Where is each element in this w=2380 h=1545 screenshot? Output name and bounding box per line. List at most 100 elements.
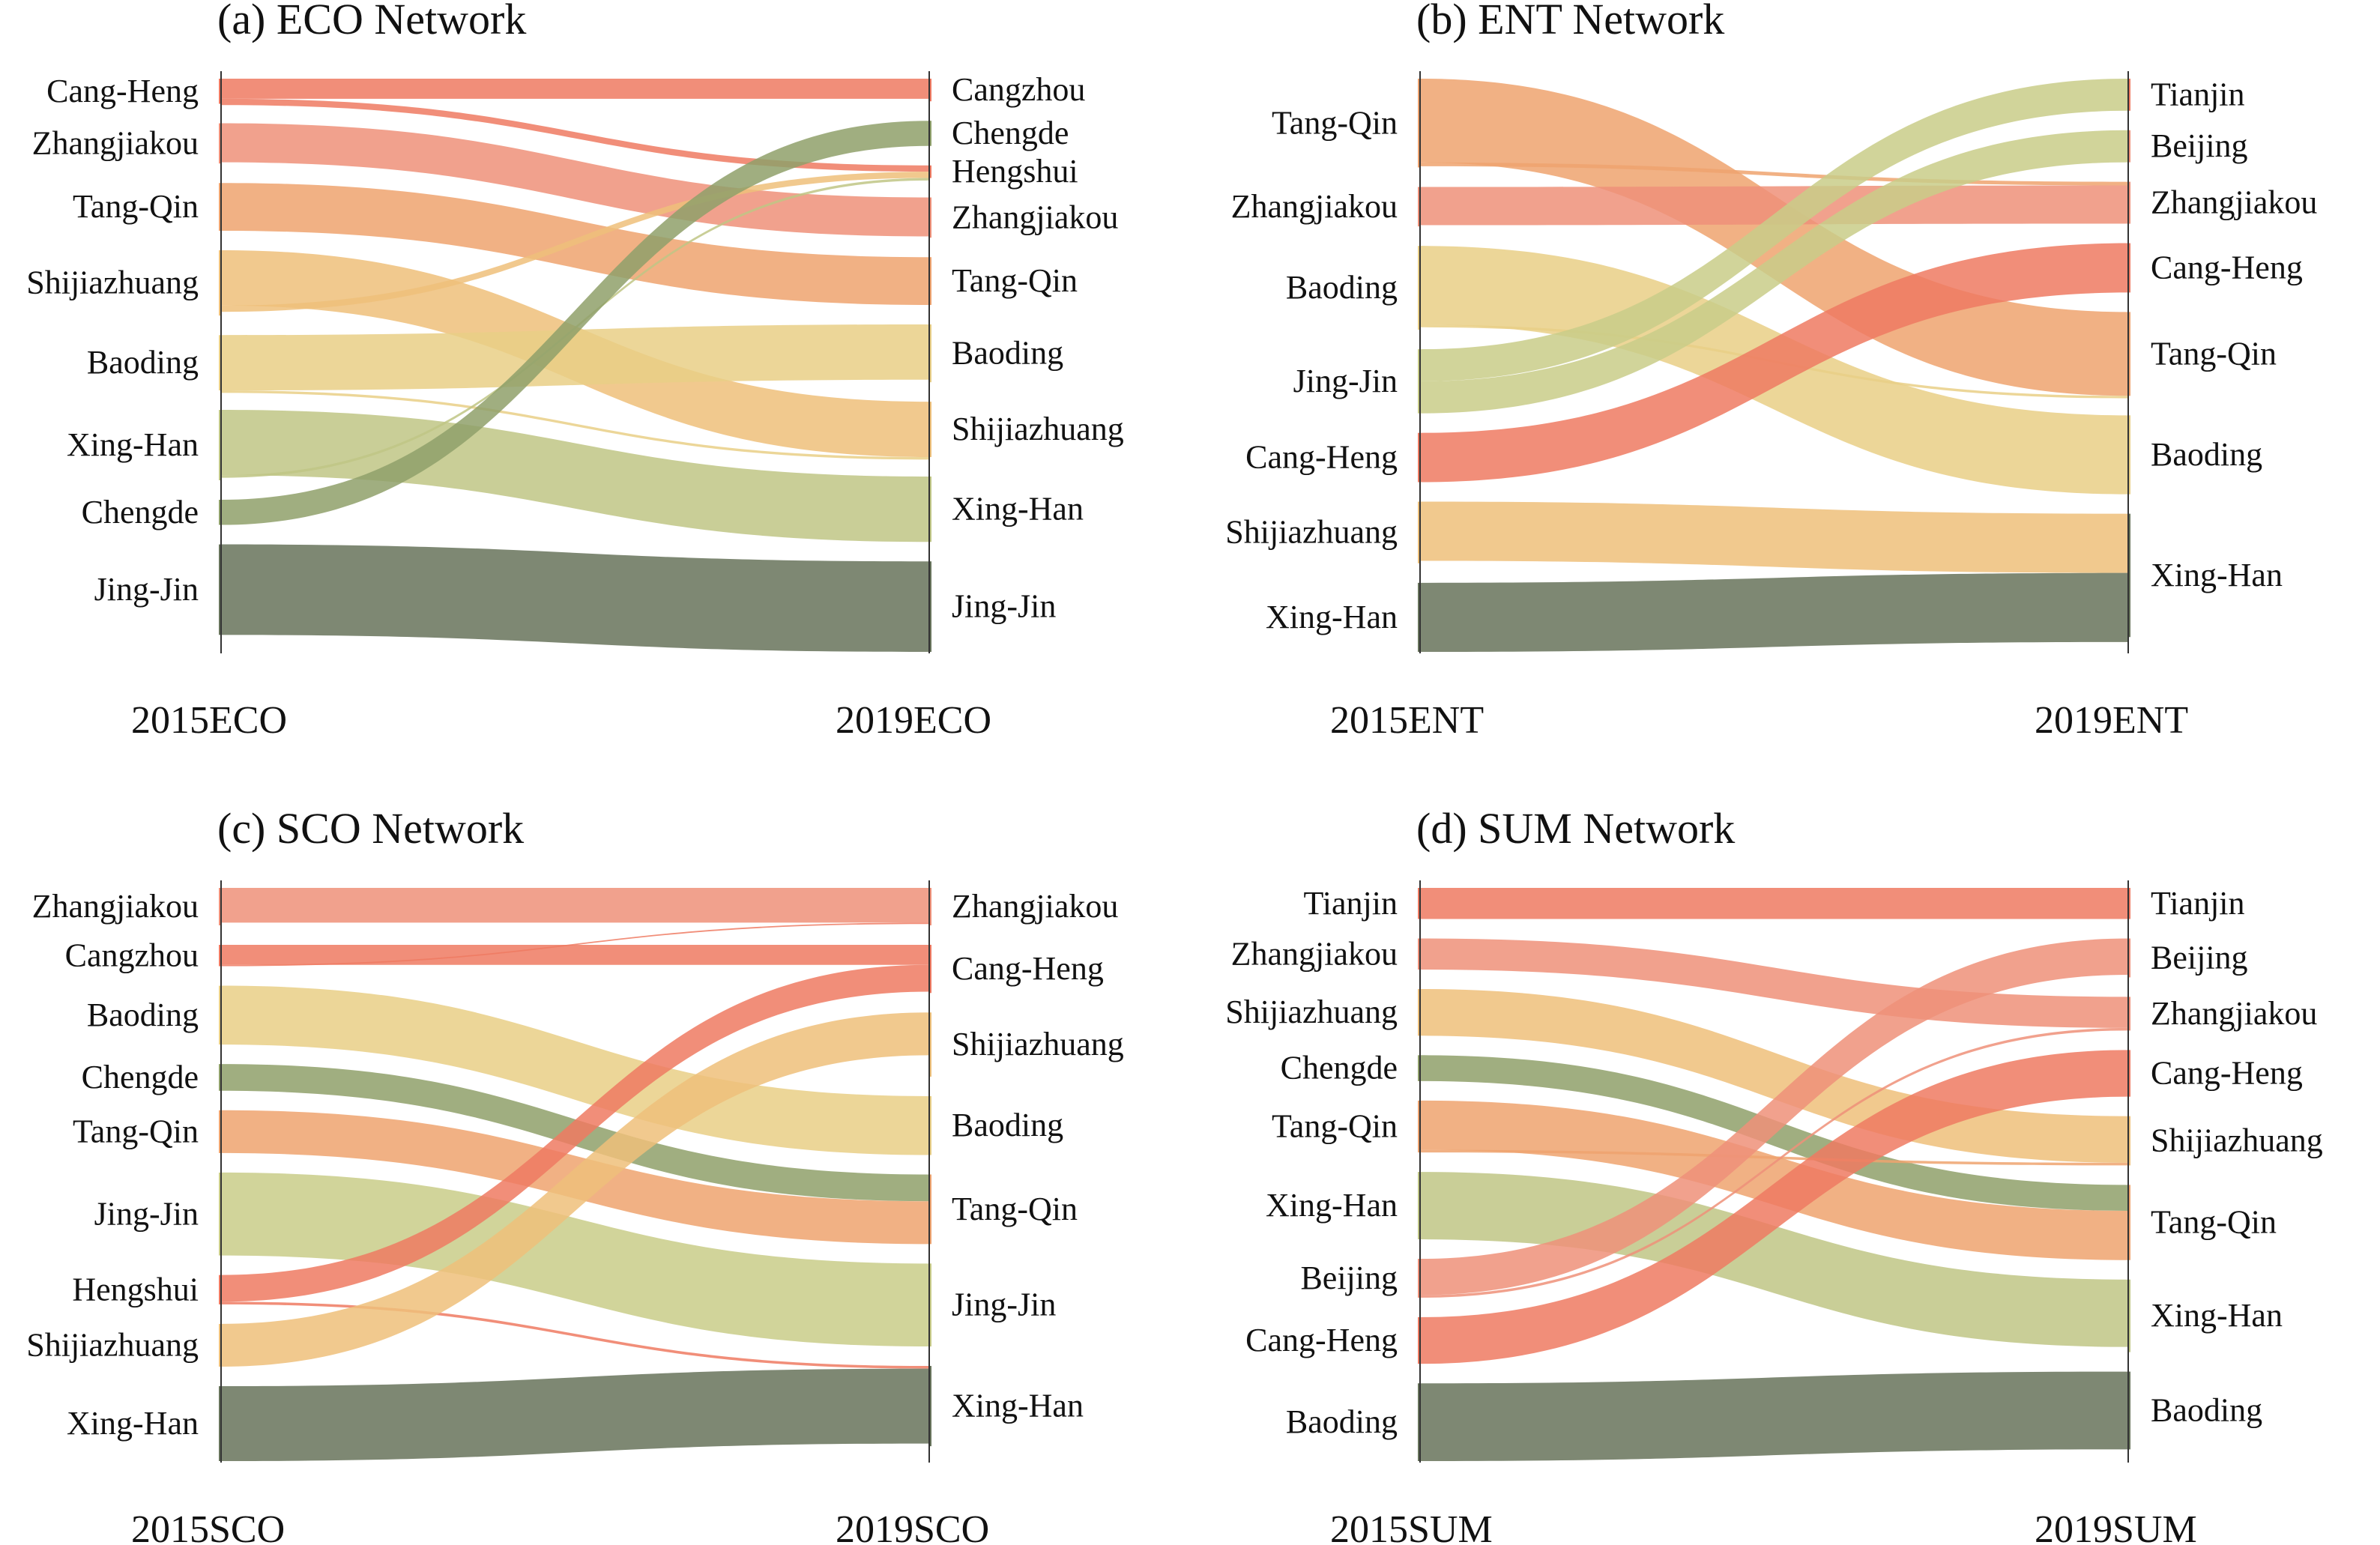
right-node-label-cang-heng: Cang-Heng [2151, 1055, 2303, 1092]
flow-cang-heng-to-cang-heng [1420, 1050, 2128, 1364]
left-axis-label: 2015ENT [1330, 699, 1484, 742]
panel-title: (b) ENT Network [1416, 0, 1724, 43]
flow-beijing-to-beijing [1420, 938, 2128, 1295]
right-node-cang-heng [929, 944, 931, 994]
left-node-chengde [219, 1064, 221, 1091]
flow-xing-han-to-xing-han [221, 1368, 929, 1461]
flow-zhangjiakou-to-zhangjiakou [221, 888, 929, 923]
panel-title: (d) SUM Network [1416, 804, 1735, 853]
right-node-label-xing-han: Xing-Han [952, 491, 1084, 527]
left-node-jing-jin [219, 1172, 221, 1256]
flow-tang-qin-to-shijiazhuang [1420, 1149, 2128, 1166]
left-node-label-beijing: Beijing [1300, 1260, 1398, 1296]
flow-cang-heng-to-cang-heng [1420, 243, 2128, 483]
flow-layer [1420, 79, 2128, 652]
flow-chengde-to-chengde [221, 121, 929, 525]
left-node-label-tang-qin: Tang-Qin [73, 188, 199, 225]
left-node-beijing [1418, 1259, 1420, 1298]
right-node-label-hengshui: Hengshui [952, 153, 1078, 190]
node-layer [219, 79, 931, 652]
left-node-tang-qin [219, 1110, 221, 1153]
flow-hengshui-to-xing-han [221, 1301, 929, 1369]
left-node-tang-qin [1418, 1100, 1420, 1153]
right-node-label-jing-jin: Jing-Jin [952, 588, 1056, 625]
right-node-label-xing-han: Xing-Han [2151, 557, 2283, 593]
left-node-shijiazhuang [219, 250, 221, 316]
right-node-zhangjiakou [929, 888, 931, 925]
left-node-label-tang-qin: Tang-Qin [1272, 1107, 1398, 1144]
flow-shijiazhuang-to-hengshui [221, 172, 929, 312]
right-node-label-xing-han: Xing-Han [952, 1388, 1084, 1424]
left-node-label-xing-han: Xing-Han [67, 1405, 199, 1442]
flow-zhangjiakou-to-zhangjiakou [221, 123, 929, 237]
left-node-baoding [1418, 1383, 1420, 1461]
left-node-baoding [219, 985, 221, 1045]
left-node-xing-han [219, 410, 221, 481]
right-node-tianjin [2128, 888, 2130, 919]
right-node-cang-heng [2128, 1050, 2130, 1097]
right-node-jing-jin [929, 1263, 931, 1347]
left-node-label-zhangjiakou: Zhangjiakou [32, 888, 199, 925]
left-node-jing-jin [219, 544, 221, 635]
right-node-tang-qin [2128, 1185, 2130, 1260]
right-node-label-chengde: Chengde [952, 115, 1069, 151]
left-node-shijiazhuang [1418, 989, 1420, 1036]
panel-title: (c) SCO Network [217, 804, 524, 853]
flow-cang-heng-to-cangzhou [221, 79, 929, 99]
flow-layer [1420, 888, 2128, 1461]
right-node-xing-han [929, 1366, 931, 1447]
right-node-label-zhangjiakou: Zhangjiakou [2151, 184, 2317, 221]
flow-jing-jin-to-tianjin [1420, 79, 2128, 381]
right-node-baoding [2128, 1371, 2130, 1450]
left-node-label-shijiazhuang: Shijiazhuang [1225, 514, 1398, 551]
left-node-zhangjiakou [219, 888, 221, 925]
right-node-label-cang-heng: Cang-Heng [2151, 249, 2303, 285]
right-node-label-baoding: Baoding [952, 1107, 1063, 1143]
left-node-label-cang-heng: Cang-Heng [46, 73, 199, 109]
left-node-cang-heng [1418, 432, 1420, 483]
node-layer [1418, 888, 2130, 1461]
left-node-baoding [1418, 246, 1420, 330]
right-node-baoding [929, 324, 931, 383]
left-node-xing-han [1418, 1172, 1420, 1240]
left-axis-label: 2015ECO [131, 699, 287, 742]
left-node-label-xing-han: Xing-Han [67, 426, 199, 463]
flow-tianjin-to-tianjin [1420, 888, 2128, 919]
left-node-label-shijiazhuang: Shijiazhuang [1225, 994, 1398, 1030]
right-node-label-tang-qin: Tang-Qin [2151, 335, 2277, 372]
right-node-cang-heng [2128, 243, 2130, 293]
left-node-hengshui [219, 1275, 221, 1304]
flow-hengshui-to-cang-heng [221, 964, 929, 1302]
left-node-label-xing-han: Xing-Han [1266, 1187, 1398, 1224]
right-node-label-baoding: Baoding [952, 335, 1063, 372]
flow-baoding-to-baoding [221, 985, 929, 1155]
right-node-baoding [929, 1095, 931, 1155]
left-node-label-chengde: Chengde [1281, 1050, 1398, 1086]
left-node-label-chengde: Chengde [82, 1059, 199, 1095]
left-node-tang-qin [1418, 79, 1420, 168]
right-node-xing-han [2128, 513, 2130, 638]
node-layer [1418, 79, 2130, 652]
right-node-xing-han [929, 476, 931, 542]
right-node-tang-qin [2128, 312, 2130, 396]
flow-beijing-to-zhangjiakou [1420, 1027, 2128, 1298]
flow-baoding-to-baoding [1420, 1371, 2128, 1461]
right-node-shijiazhuang [929, 1012, 931, 1077]
left-node-label-jing-jin: Jing-Jin [94, 571, 199, 608]
right-axis-label: 2019SCO [836, 1508, 989, 1545]
left-node-label-tianjin: Tianjin [1303, 885, 1398, 922]
flow-cangzhou-to-zhangjiakou [221, 922, 929, 967]
right-node-hengshui [929, 165, 931, 178]
right-node-beijing [2128, 938, 2130, 978]
panel-ent: Tang-Qin Zhangjiakou Baoding Jing-Jin Cang-H… [1225, 0, 2317, 742]
left-node-zhangjiakou [1418, 187, 1420, 227]
left-node-baoding [219, 335, 221, 391]
right-node-label-jing-jin: Jing-Jin [952, 1287, 1056, 1323]
right-node-shijiazhuang [2128, 1116, 2130, 1166]
left-node-shijiazhuang [219, 1323, 221, 1367]
left-node-label-tang-qin: Tang-Qin [1272, 104, 1398, 141]
right-node-chengde [929, 121, 931, 146]
right-node-label-tang-qin: Tang-Qin [952, 262, 1078, 299]
left-node-label-baoding: Baoding [87, 344, 199, 381]
right-node-label-zhangjiakou: Zhangjiakou [952, 888, 1118, 925]
